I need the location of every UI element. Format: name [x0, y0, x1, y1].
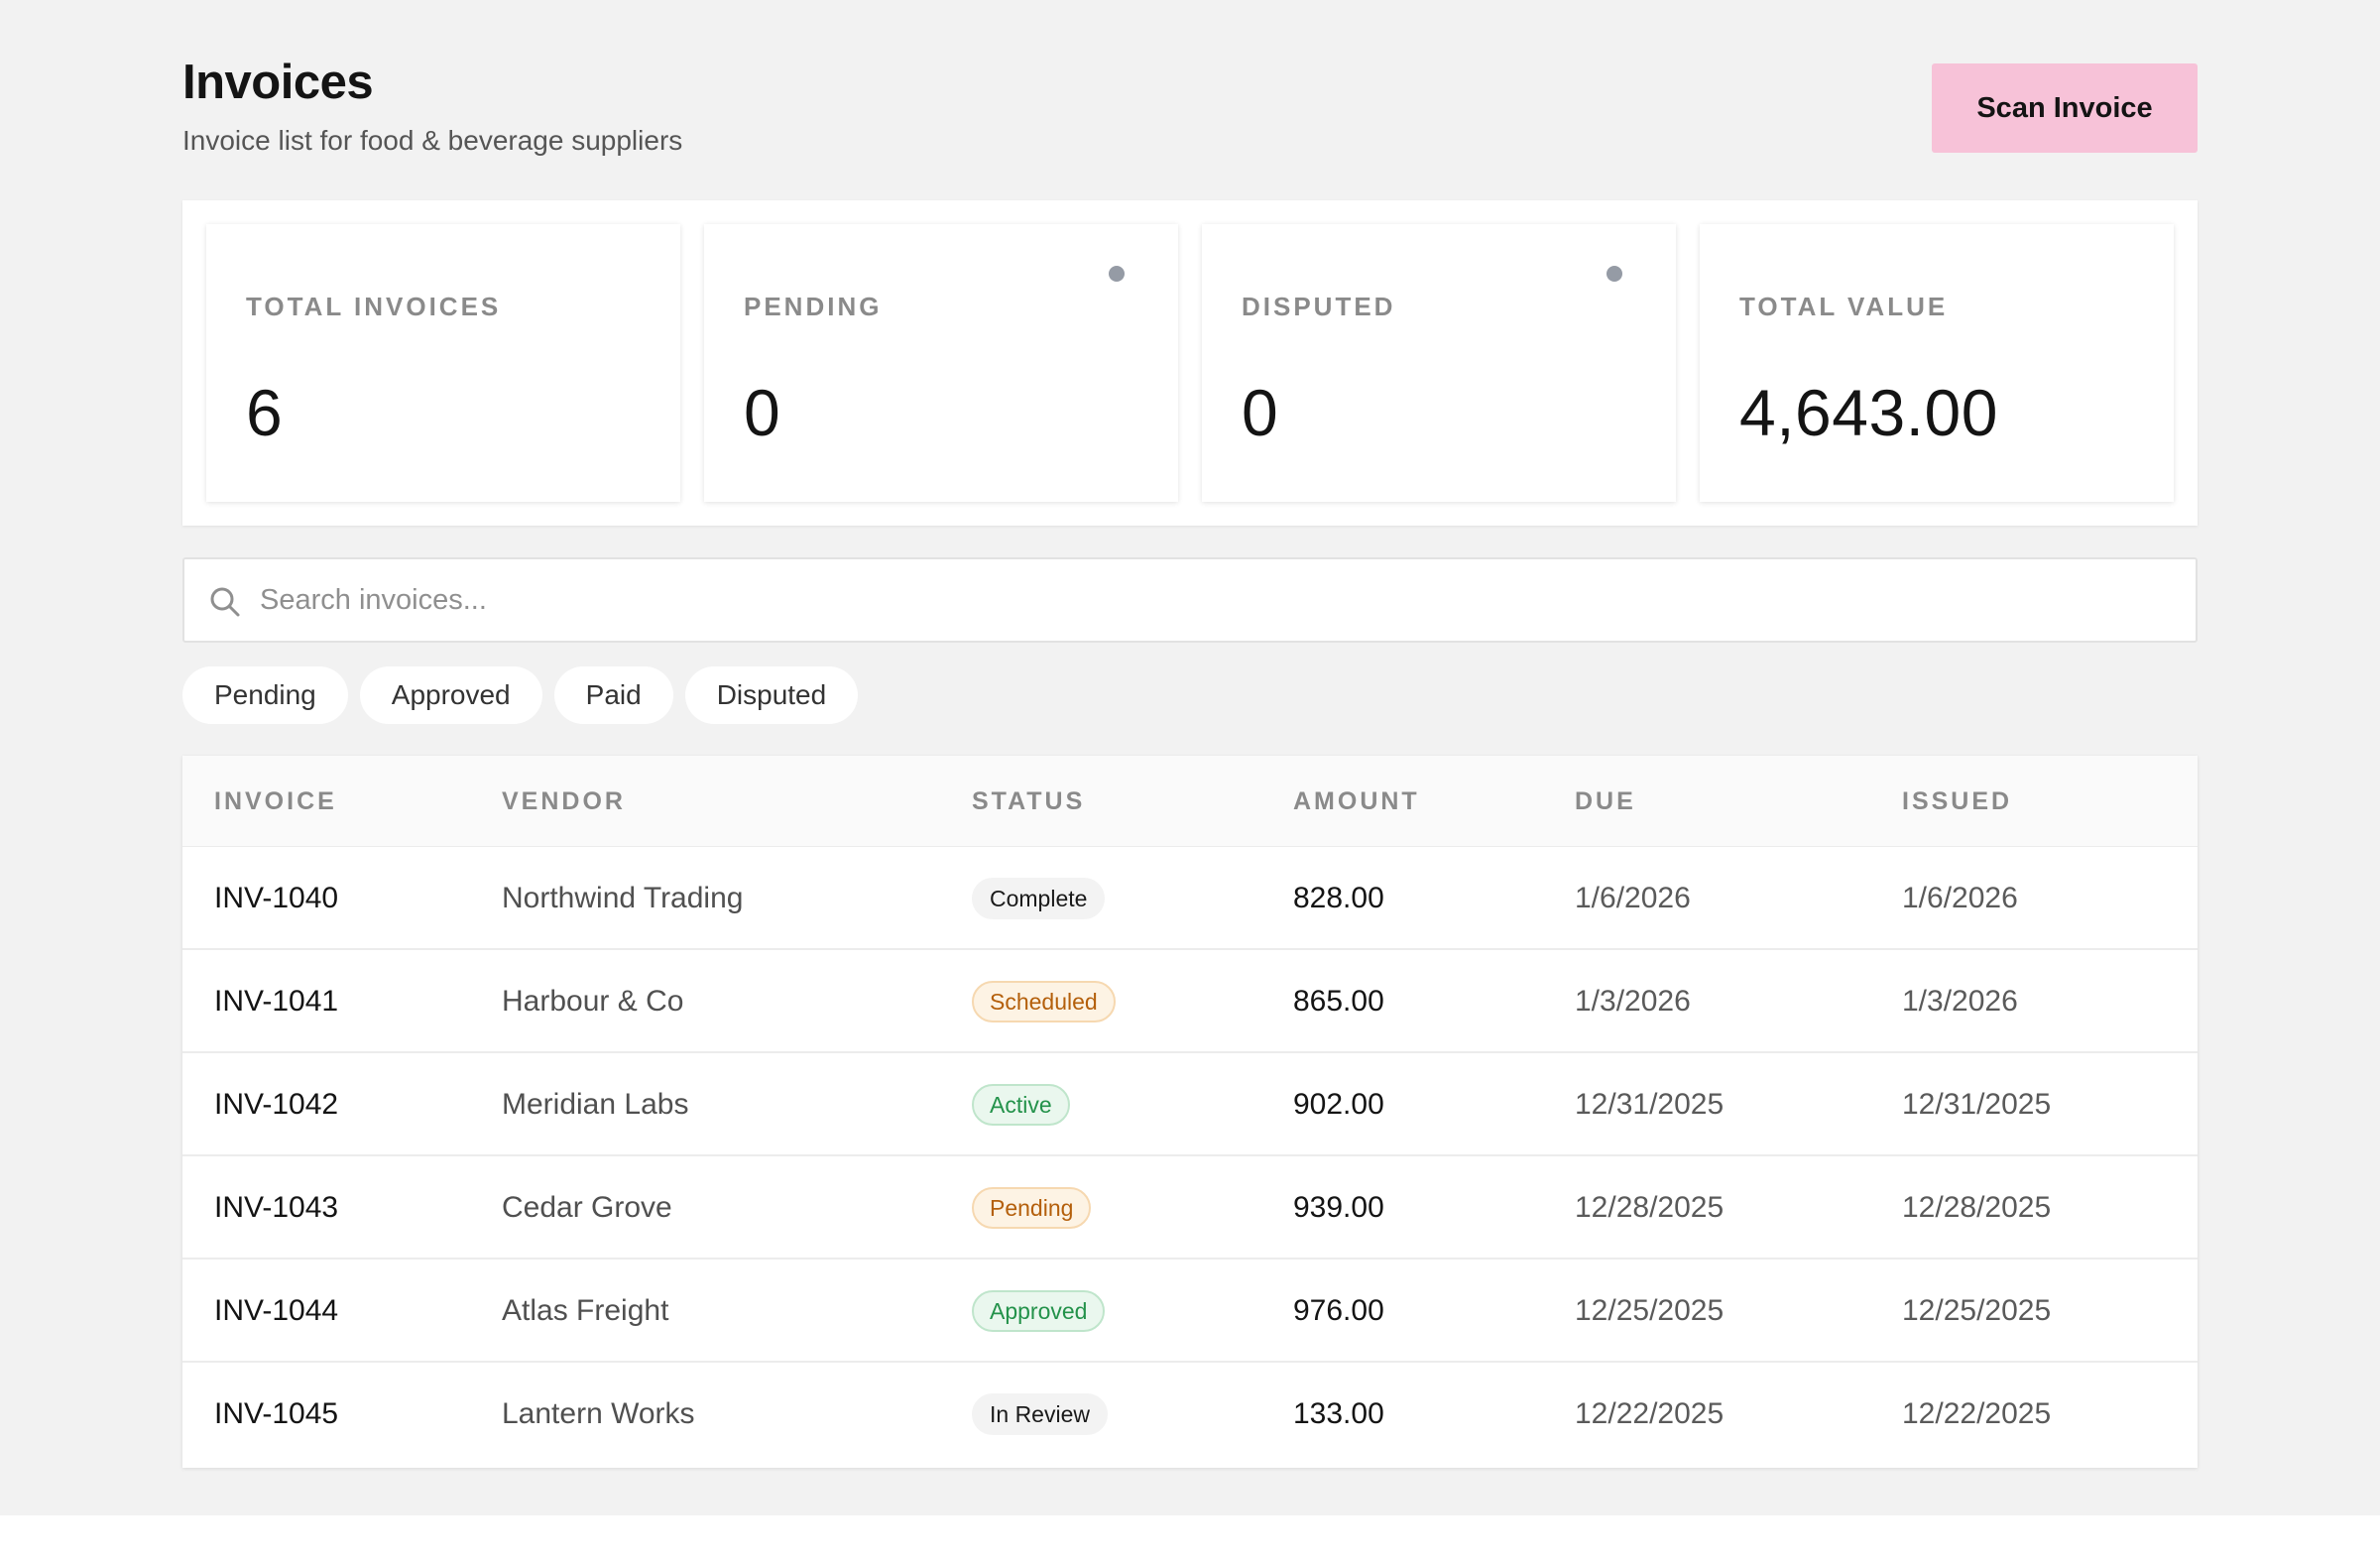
page-header: Invoices Invoice list for food & beverag…	[182, 54, 682, 159]
status-badge: Approved	[972, 1290, 1106, 1332]
due-date: 12/22/2025	[1575, 1397, 1725, 1430]
invoice-amount: 133.00	[1293, 1397, 1384, 1430]
table-row[interactable]: INV-1040 Northwind Trading Complete 828.…	[182, 847, 2198, 950]
table-row[interactable]: INV-1044 Atlas Freight Approved 976.00 1…	[182, 1260, 2198, 1363]
scan-invoice-button[interactable]: Scan Invoice	[1932, 63, 2198, 153]
page-title: Invoices	[182, 56, 374, 109]
invoice-amount: 828.00	[1293, 882, 1384, 914]
issued-date: 12/25/2025	[1902, 1294, 2052, 1327]
issued-date: 1/3/2026	[1902, 985, 2018, 1018]
invoice-id: INV-1040	[214, 882, 339, 914]
vendor-name: Atlas Freight	[502, 1294, 669, 1327]
status-dot-icon	[1109, 266, 1125, 282]
status-badge: Active	[972, 1084, 1070, 1126]
issued-date: 12/28/2025	[1902, 1191, 2052, 1224]
status-badge: In Review	[972, 1393, 1108, 1435]
issued-date: 12/22/2025	[1902, 1397, 2052, 1430]
invoice-id: INV-1045	[214, 1397, 339, 1430]
stat-value: 6	[246, 376, 284, 449]
table-row[interactable]: INV-1043 Cedar Grove Pending 939.00 12/2…	[182, 1156, 2198, 1260]
stat-card-total-invoices: TOTAL INVOICES 6	[206, 224, 680, 502]
stat-label: PENDING	[744, 292, 883, 321]
invoice-id: INV-1043	[214, 1191, 339, 1224]
page: Invoices Invoice list for food & beverag…	[0, 0, 2380, 1515]
status-badge: Scheduled	[972, 981, 1116, 1022]
stat-card-disputed: DISPUTED 0	[1202, 224, 1676, 502]
search-input[interactable]	[260, 573, 2144, 627]
stat-value: 0	[1242, 376, 1279, 449]
vendor-name: Northwind Trading	[502, 882, 744, 914]
invoice-id: INV-1041	[214, 985, 339, 1018]
vendor-name: Meridian Labs	[502, 1088, 689, 1121]
invoice-amount: 865.00	[1293, 985, 1384, 1018]
status-badge: Pending	[972, 1187, 1092, 1229]
invoice-table: INVOICE VENDOR STATUS AMOUNT DUE ISSUED …	[182, 756, 2198, 1468]
due-date: 12/28/2025	[1575, 1191, 1725, 1224]
vendor-name: Lantern Works	[502, 1397, 695, 1430]
due-date: 1/3/2026	[1575, 985, 1691, 1018]
column-header-amount[interactable]: AMOUNT	[1293, 787, 1420, 815]
status-badge: Complete	[972, 878, 1106, 919]
invoice-amount: 902.00	[1293, 1088, 1384, 1121]
stat-card-pending: PENDING 0	[704, 224, 1178, 502]
search-icon	[210, 587, 240, 617]
table-header: INVOICE VENDOR STATUS AMOUNT DUE ISSUED	[182, 756, 2198, 847]
stats-panel: TOTAL INVOICES 6 PENDING 0 DISPUTED 0 TO…	[182, 200, 2198, 526]
column-header-vendor[interactable]: VENDOR	[502, 787, 626, 815]
filter-approved[interactable]: Approved	[359, 666, 542, 724]
due-date: 12/31/2025	[1575, 1088, 1725, 1121]
invoice-id: INV-1044	[214, 1294, 339, 1327]
stat-label: TOTAL VALUE	[1739, 292, 1949, 321]
stat-value: 4,643.00	[1739, 376, 1998, 449]
stat-label: DISPUTED	[1242, 292, 1396, 321]
filter-disputed[interactable]: Disputed	[684, 666, 859, 724]
table-row[interactable]: INV-1041 Harbour & Co Scheduled 865.00 1…	[182, 950, 2198, 1053]
invoice-amount: 939.00	[1293, 1191, 1384, 1224]
issued-date: 12/31/2025	[1902, 1088, 2052, 1121]
issued-date: 1/6/2026	[1902, 882, 2018, 914]
column-header-invoice[interactable]: INVOICE	[214, 787, 337, 815]
stat-label: TOTAL INVOICES	[246, 292, 502, 321]
vendor-name: Cedar Grove	[502, 1191, 672, 1224]
invoice-amount: 976.00	[1293, 1294, 1384, 1327]
status-filters: Pending Approved Paid Disputed	[182, 666, 859, 724]
page-subtitle: Invoice list for food & beverage supplie…	[182, 125, 683, 156]
table-row[interactable]: INV-1045 Lantern Works In Review 133.00 …	[182, 1363, 2198, 1466]
invoice-id: INV-1042	[214, 1088, 339, 1121]
filter-pending[interactable]: Pending	[182, 666, 348, 724]
due-date: 1/6/2026	[1575, 882, 1691, 914]
filter-paid[interactable]: Paid	[553, 666, 673, 724]
column-header-status[interactable]: STATUS	[972, 787, 1086, 815]
due-date: 12/25/2025	[1575, 1294, 1725, 1327]
search-box	[182, 557, 2198, 643]
stat-card-total-value: TOTAL VALUE 4,643.00	[1700, 224, 2174, 502]
column-header-due[interactable]: DUE	[1575, 787, 1636, 815]
column-header-issued[interactable]: ISSUED	[1902, 787, 2013, 815]
vendor-name: Harbour & Co	[502, 985, 684, 1018]
stat-value: 0	[744, 376, 781, 449]
status-dot-icon	[1606, 266, 1622, 282]
table-row[interactable]: INV-1042 Meridian Labs Active 902.00 12/…	[182, 1053, 2198, 1156]
